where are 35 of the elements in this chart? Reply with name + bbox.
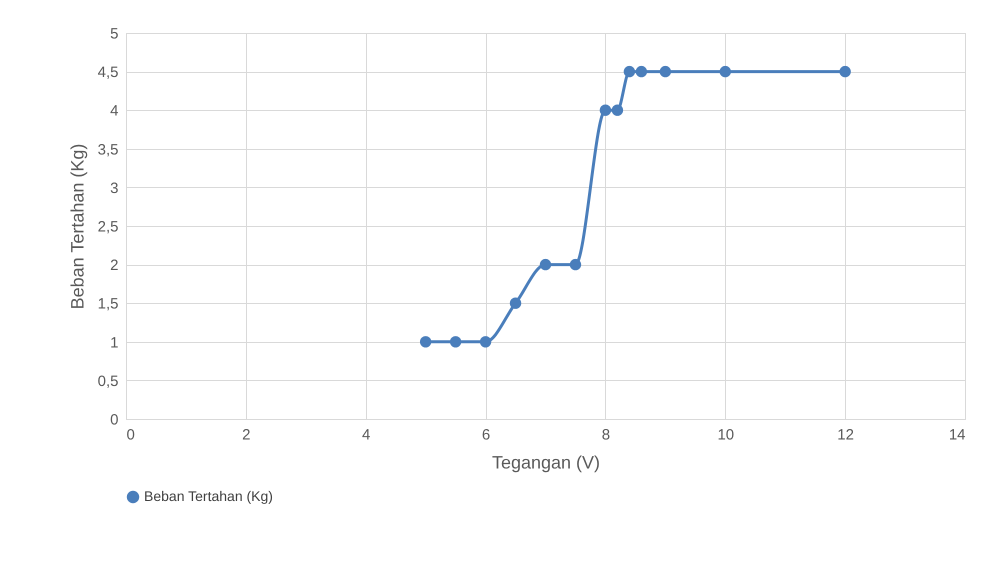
y-axis-title: Beban Tertahan (Kg) [68, 144, 88, 310]
y-tick-label: 3,5 [98, 141, 118, 158]
y-tick-label: 1 [110, 334, 118, 352]
x-tick-label: 14 [948, 426, 966, 444]
point [612, 104, 624, 116]
y-tick-label: 0,5 [98, 372, 118, 390]
point [510, 298, 522, 309]
x-tick-label: 8 [602, 426, 610, 444]
y-tick-label: 0 [110, 412, 118, 428]
point [600, 104, 612, 116]
point [720, 66, 731, 78]
x-tick-label: 2 [242, 426, 251, 444]
x-tick-label: 6 [482, 426, 490, 444]
x-tick-label: 12 [837, 426, 854, 444]
x-tick-label: 0 [126, 426, 135, 444]
point [480, 336, 492, 348]
point [450, 336, 462, 348]
x-tick-label: 4 [362, 426, 370, 444]
y-tick-label: 2,5 [98, 218, 118, 236]
y-tick-label: 2 [110, 257, 118, 274]
point [570, 258, 582, 270]
point [660, 66, 672, 78]
x-axis-title: Tegangan (V) [492, 452, 600, 472]
y-tick-label: 4,5 [98, 64, 118, 82]
x-tick-label: 10 [717, 426, 734, 444]
y-tick-label: 4 [110, 102, 118, 120]
point [636, 66, 648, 78]
legend-label: Beban Tertahan (Kg) [144, 488, 273, 504]
point [540, 258, 552, 270]
y-tick-label: 5 [110, 26, 118, 42]
y-tick-label: 1,5 [98, 296, 118, 313]
y-tick-label: 3 [110, 180, 118, 197]
point [839, 66, 851, 78]
point [420, 336, 432, 348]
point [624, 66, 636, 78]
